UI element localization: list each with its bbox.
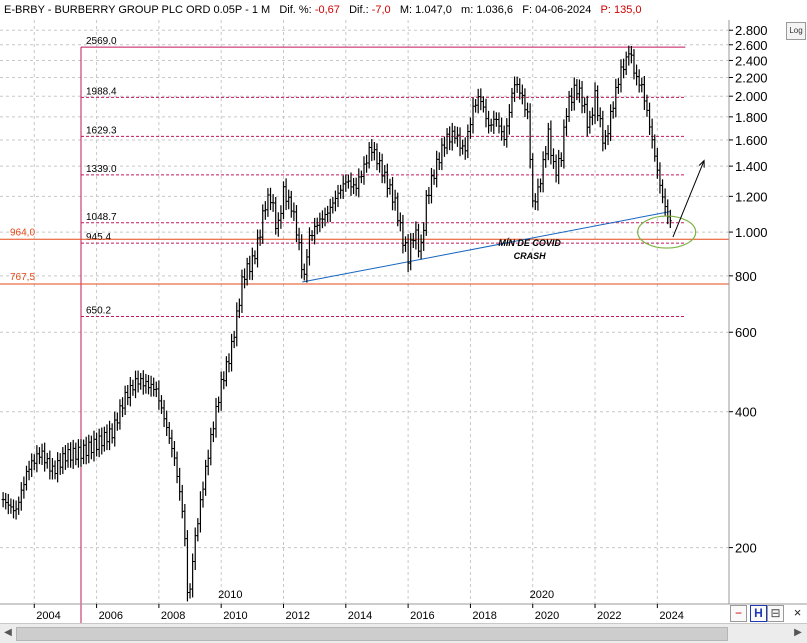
scroll-left-icon[interactable]: ◀ xyxy=(4,627,12,638)
timeframe: 1 M xyxy=(251,4,271,16)
chart-header: E-BRBY - BURBERRY GROUP PLC ORD 0.05P - … xyxy=(4,4,642,16)
y-tick-label: 2.200 xyxy=(735,71,768,86)
dif-pct-value: -0,67 xyxy=(314,4,340,16)
y-tick-label: 2.000 xyxy=(735,89,768,104)
x-tick-label: 2014 xyxy=(348,610,372,622)
symbol-title: E-BRBY - BURBERRY GROUP PLC ORD 0.05P xyxy=(4,4,243,16)
y-tick-label: 2.600 xyxy=(735,38,768,53)
fibonacci-retracement[interactable]: 2569.0 1988.4 1629.3 1339.0 1048.7 945.4 650.2… xyxy=(80,36,686,623)
horizontal-scrollbar[interactable]: ◀ ▶ xyxy=(0,623,807,643)
fib-level-label: 1339.0 xyxy=(86,164,117,175)
horizontal-levels[interactable]: 964,0 767,5 xyxy=(0,227,729,285)
fib-level-label: 1048.7 xyxy=(86,212,117,223)
fib-level-label: 2569.0 xyxy=(86,36,117,47)
x-tick-label: 2018 xyxy=(472,610,496,622)
x-tick-label: 2010 xyxy=(223,610,247,622)
price-chart[interactable]: 2569.0 1988.4 1629.3 1339.0 1048.7 945.4 650.2… xyxy=(0,0,807,623)
fib-level-label: 945.4 xyxy=(86,232,111,243)
price-axis[interactable]: 200 400 600 800 1.000 1.200 1.400 1.600 1.800 2.0… xyxy=(729,23,768,556)
min-value: 1.036,6 xyxy=(476,4,514,16)
y-tick-label: 400 xyxy=(735,405,757,420)
highlight-ellipse xyxy=(637,215,697,249)
min-label: m: xyxy=(461,4,474,16)
x-major-label: 2020 xyxy=(530,589,554,601)
scroll-right-icon[interactable]: ▶ xyxy=(794,627,802,638)
y-tick-label: 1.800 xyxy=(735,110,768,125)
support-trendline xyxy=(302,211,670,283)
trendline[interactable] xyxy=(302,211,670,283)
scrollbar-thumb[interactable] xyxy=(16,627,728,641)
minus-button[interactable]: − xyxy=(730,605,747,622)
y-tick-label: 200 xyxy=(735,541,757,556)
y-tick-label: 1.600 xyxy=(735,133,768,148)
x-tick-label: 2016 xyxy=(410,610,434,622)
dif-label: Dif.: xyxy=(349,4,369,16)
fib-level-label: 650.2 xyxy=(86,305,111,316)
date-label: F: xyxy=(522,4,533,16)
arrow-head xyxy=(698,159,705,168)
dif-pct-label: Dif. %: xyxy=(279,4,312,16)
horizontal-level-label: 767,5 xyxy=(10,272,35,283)
x-tick-label: 2022 xyxy=(597,610,621,622)
y-tick-label: 600 xyxy=(735,325,757,340)
h-button[interactable]: H xyxy=(750,605,767,622)
p-value: 135,0 xyxy=(614,4,642,16)
x-tick-label: 2006 xyxy=(99,610,123,622)
y-tick-label: 1.400 xyxy=(735,159,768,174)
fib-level-label: 1988.4 xyxy=(86,86,117,97)
y-tick-label: 1.200 xyxy=(735,189,768,204)
x-tick-label: 2020 xyxy=(535,610,559,622)
time-axis[interactable]: 2004 2006 2008 2010 2012 2014 2016 2018 2020 2022… xyxy=(33,589,684,622)
log-scale-button[interactable]: Log xyxy=(786,22,806,40)
fib-level-label: 1629.3 xyxy=(86,125,117,136)
dif-value: -7,0 xyxy=(371,4,391,16)
y-tick-label: 2.400 xyxy=(735,53,768,68)
max-value: 1.047,0 xyxy=(415,4,452,16)
annotation-text: CRASH xyxy=(514,251,547,261)
close-icon[interactable]: × xyxy=(793,605,802,620)
date-value: 04-06-2024 xyxy=(535,4,592,16)
annotations: MÍN DE COVID CRASH xyxy=(498,159,705,261)
p-label: P: xyxy=(600,4,611,16)
x-tick-label: 2024 xyxy=(659,610,683,622)
x-major-label: 2010 xyxy=(218,589,242,601)
annotation-text: MÍN DE COVID xyxy=(498,238,561,248)
price-bars xyxy=(1,45,672,602)
max-label: M: xyxy=(399,4,413,16)
horizontal-level-label: 964,0 xyxy=(10,227,35,238)
x-tick-label: 2008 xyxy=(161,610,185,622)
split-panel-button[interactable]: ⊟ xyxy=(767,605,784,622)
y-tick-label: 1.000 xyxy=(735,225,768,240)
y-tick-label: 800 xyxy=(735,269,757,284)
y-tick-label: 2.800 xyxy=(735,23,768,38)
x-tick-label: 2012 xyxy=(286,610,310,622)
x-tick-label: 2004 xyxy=(36,610,60,622)
projection-arrow xyxy=(672,160,705,238)
